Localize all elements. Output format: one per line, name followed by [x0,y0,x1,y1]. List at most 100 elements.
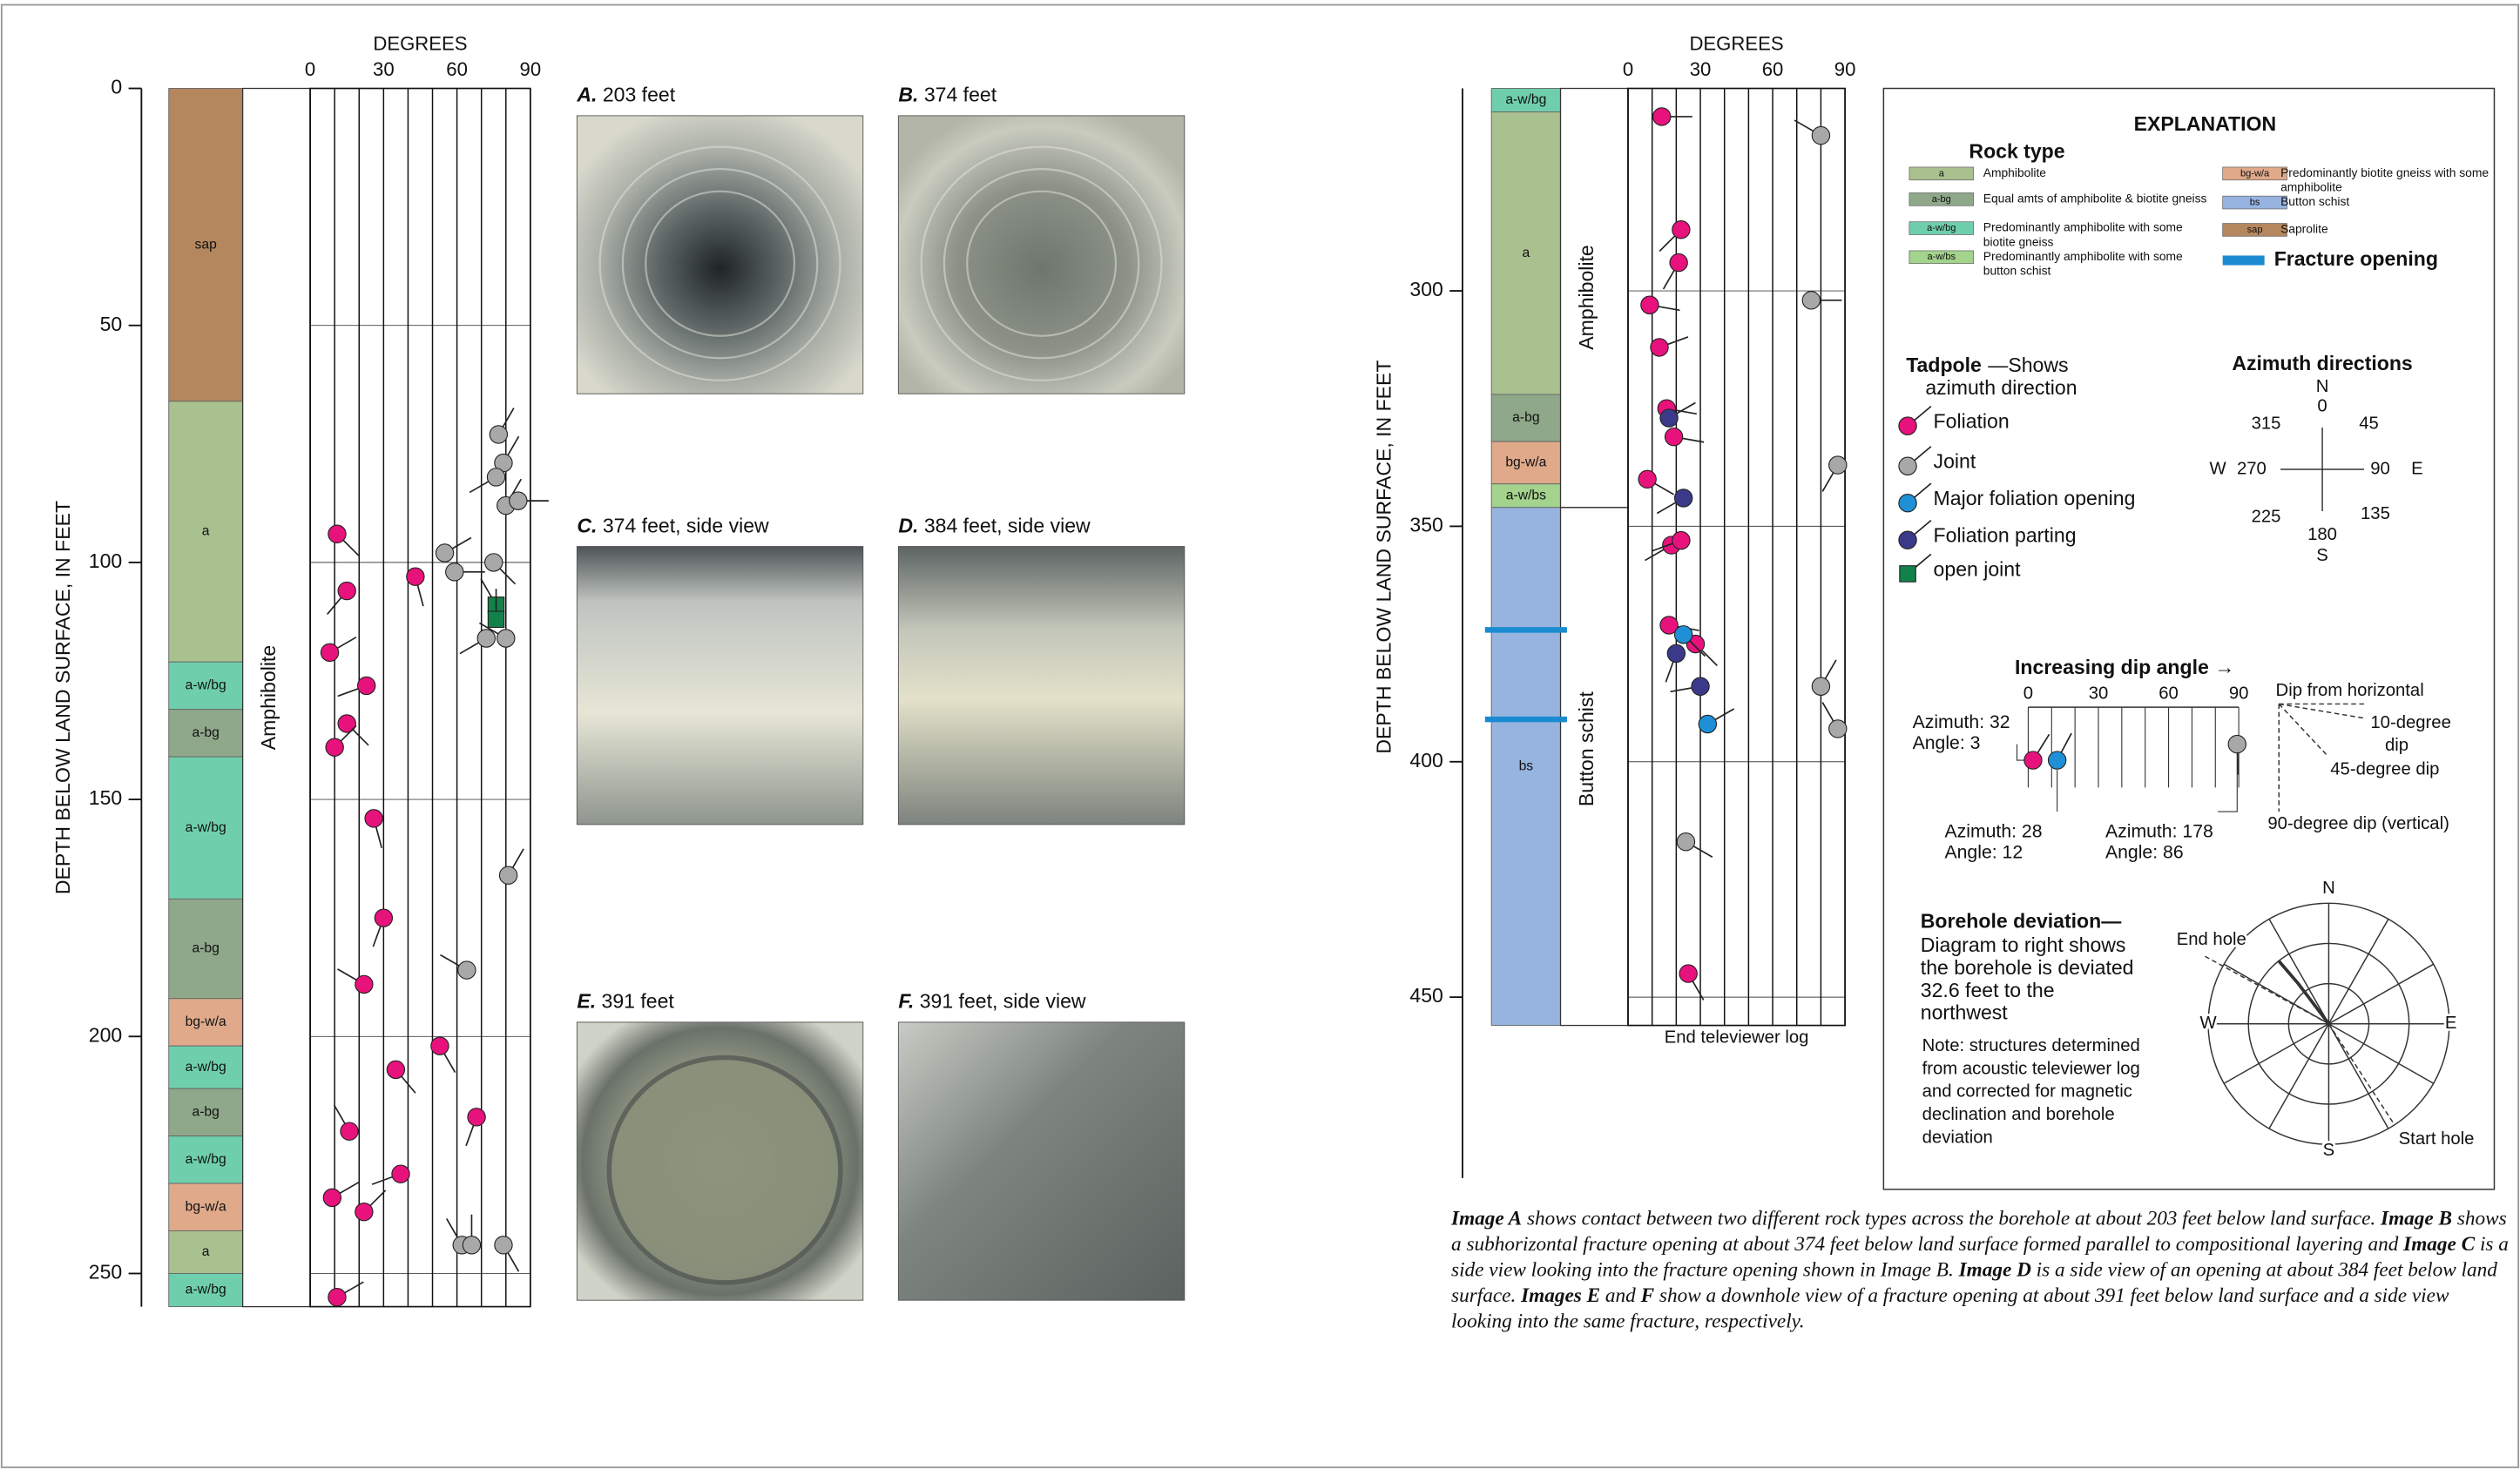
dip-example-label: Angle: 86 [2105,843,2184,863]
plot-frame [1628,89,1845,1026]
tadpole-head [458,961,476,979]
deviation-label: Start hole [2399,1129,2475,1149]
photo-caption: 374 feet [924,84,997,106]
deviation-text: 32.6 feet to the [1921,979,2055,1001]
rock-unit-label: bs [1519,758,1534,773]
photo-caption: 374 feet, side view [603,514,769,536]
tadpole-head [1665,428,1682,446]
rock-unit-label: sap [195,237,218,252]
tadpole-head [1675,489,1692,507]
deviation-label: E [2445,1014,2457,1033]
tadpole-head [1667,644,1685,662]
tadpole-head [355,1203,373,1221]
rock-unit-label: a [202,524,210,539]
legend-label: Button schist [2280,194,2349,208]
legend-label: Saprolite [2280,222,2328,236]
photo-label: D. 384 feet, side view [898,514,1091,536]
y-tick-label: 300 [1409,278,1442,300]
tadpole-head [1651,339,1668,356]
dip-tick-label: 30 [2089,684,2109,704]
caption-segment: Image C [2403,1233,2475,1256]
rock-unit-label: a-w/bg [1505,92,1546,107]
caption-segment: Images E [1521,1284,1600,1307]
x-tick-label: 90 [520,58,542,80]
photo [898,1022,1184,1300]
explanation-title: EXPLANATION [2134,112,2276,135]
legend-label: Predominantly amphibolite with some [1983,249,2183,263]
note-text: Note: structures determined [1922,1036,2140,1055]
legend-code: a-w/bs [1927,252,1956,262]
y-tick-label: 0 [111,76,122,98]
photo-caption: 391 feet [602,990,675,1013]
legend-label: Major foliation opening [1934,487,2136,509]
photo-letter: E. [577,990,596,1013]
tadpole-head [1675,626,1692,644]
deviation-label: W [2199,1014,2217,1033]
tadpole-head [355,975,373,993]
legend-code: a [1939,168,1945,179]
photo-caption: 391 feet, side view [920,990,1086,1013]
deviation-title: Borehole deviation— [1921,910,2122,933]
x-axis-title: DEGREES [373,33,467,55]
compass-label: 315 [2252,414,2281,434]
tadpole-head [488,611,503,627]
dip-key-title: Dip from horizontal [2276,681,2424,700]
legend-label: amphibolite [2280,180,2342,194]
tadpole-head [1900,566,1915,582]
photo [577,547,862,825]
rock-unit-label: a-bg [1512,410,1539,425]
photo-letter: B. [898,84,918,106]
rock-unit-label: a-w/bg [186,820,226,835]
tadpole-head [495,1237,512,1254]
tadpole-head [1802,292,1820,309]
tadpole-head [326,738,343,756]
tadpole-head [436,544,453,562]
dip-title: Increasing dip angle → [2015,656,2234,678]
x-axis-title: DEGREES [1689,33,1783,55]
tadpole-head [431,1037,449,1055]
deviation-text: northwest [1921,1001,2008,1024]
dip-example-label: Azimuth: 178 [2105,822,2213,842]
tadpole-head [468,1108,485,1126]
tadpole-head [1672,221,1690,239]
tadpole-head [1829,456,1847,474]
tadpole-head [358,677,375,694]
caption-segment: shows contact between two different rock… [1522,1207,2381,1230]
photo-label: E. 391 feet [577,990,674,1013]
dip-tick-label: 90 [2229,684,2249,704]
legend-label: biotite gneiss [1983,234,2054,248]
x-tick-label: 0 [1623,58,1633,80]
caption-segment: F [1641,1284,1655,1307]
tadpole-head [1812,126,1829,144]
x-tick-label: 30 [373,58,395,80]
rock-unit-label: bg-w/a [186,1199,226,1214]
rock-unit-label: a-bg [192,941,219,956]
caption-box: Image A shows contact between two differ… [1451,1205,2512,1382]
tadpole-head [407,568,424,585]
legend-label: Fracture opening [2274,247,2438,270]
deviation-text: Diagram to right shows [1921,933,2126,956]
caption: Image A shows contact between two differ… [1451,1205,2512,1335]
callout [2218,754,2237,812]
dip-key-label: 10-degree [2370,713,2450,732]
tadpole-head [490,426,507,443]
note-text: and corrected for magnetic [1922,1082,2132,1102]
rock-unit-label: bg-w/a [186,1014,226,1029]
photo-letter: F. [898,990,914,1013]
photo-panels: A. 203 feetB. 374 feetC. 374 feet, side … [576,84,1184,1300]
rock-name: Amphibolite [257,645,280,750]
rock-name: Amphibolite [1575,245,1598,349]
tadpole-subtitle: —Shows [1988,354,2068,376]
tadpole-head [1672,531,1690,549]
legend-label: Foliation parting [1934,524,2077,547]
x-tick-label: 60 [446,58,468,80]
y-tick-label: 200 [89,1023,122,1046]
dip-example-label: Azimuth: 28 [1944,822,2042,842]
tadpole-head [1660,409,1678,427]
tadpole-head [2048,751,2065,769]
tadpole-head [499,866,517,884]
legend-code: a-w/bg [1927,223,1956,233]
dip-key-label: 90-degree dip (vertical) [2267,814,2449,833]
x-tick-label: 0 [305,58,315,80]
compass-label: 270 [2237,459,2267,478]
